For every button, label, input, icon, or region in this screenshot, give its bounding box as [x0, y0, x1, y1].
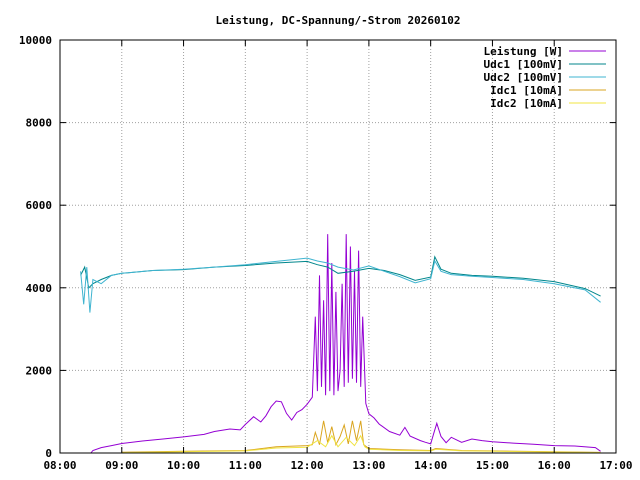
legend-label: Idc1 [10mA]: [490, 84, 563, 97]
series-line-3: [80, 257, 601, 313]
plot-frame: [59, 39, 617, 454]
y-tick-label: 6000: [26, 199, 53, 212]
legend-label: Udc1 [100mV]: [484, 58, 563, 71]
x-tick-label: 16:00: [538, 459, 571, 472]
axes: 08:00 09:00 10:00 11:00 12:00 13:00 14:00 15:00…: [19, 34, 633, 472]
series-line-2: [80, 255, 601, 297]
x-tick-label: 08:00: [43, 459, 76, 472]
x-tick-label: 12:00: [291, 459, 324, 472]
x-tick-label: 17:00: [599, 459, 632, 472]
series-line-4: [121, 420, 601, 453]
y-tick-label: 8000: [26, 117, 53, 130]
y-tick-label: 2000: [26, 364, 53, 377]
legend-label: Udc2 [100mV]: [484, 71, 563, 84]
x-tick-label: 15:00: [476, 459, 509, 472]
x-tick-label: 13:00: [352, 459, 385, 472]
legend-label: Leistung [W]: [484, 45, 563, 58]
chart-title: Leistung, DC-Spannung/-Strom 20260102: [215, 14, 460, 27]
y-tick-label: 10000: [19, 34, 52, 47]
y-tick-label: 4000: [26, 282, 53, 295]
legend: Leistung [W]Udc1 [100mV]Udc2 [100mV]Idc1…: [484, 45, 606, 110]
x-tick-label: 11:00: [229, 459, 262, 472]
plot-series: [80, 234, 601, 454]
x-tick-label: 14:00: [414, 459, 447, 472]
x-tick-label: 09:00: [105, 459, 138, 472]
series-line-5: [121, 434, 601, 454]
y-tick-label: 0: [45, 447, 52, 460]
legend-label: Idc2 [10mA]: [490, 97, 563, 110]
x-tick-label: 10:00: [167, 459, 200, 472]
series-line-1: [90, 234, 601, 454]
